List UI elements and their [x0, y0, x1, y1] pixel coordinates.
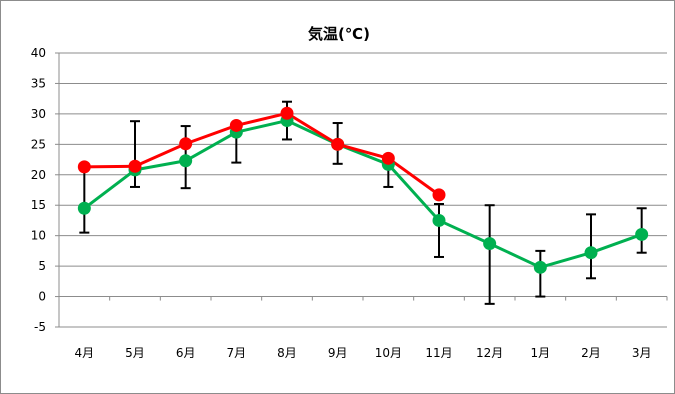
x-tick-label: 9月: [328, 346, 348, 360]
x-tick-label: 11月: [425, 346, 452, 360]
x-tick-labels: 4月 5月 6月 7月 8月 9月 10月 11月 12月 1月 2月 3月: [75, 346, 652, 360]
chart-title: 気温(℃): [308, 25, 370, 43]
series-line-1: [83, 119, 643, 269]
error-bar: [130, 120, 140, 188]
x-tick-label: 6月: [176, 346, 196, 360]
data-point-1: [584, 246, 598, 260]
error-bar: [434, 203, 444, 258]
error-bar: [484, 204, 495, 305]
x-tick-label: 3月: [632, 346, 652, 360]
data-point-2: [432, 188, 446, 202]
series-line-2: [84, 111, 440, 197]
y-tick-label: 30: [31, 107, 46, 121]
y-tick-label: 5: [38, 259, 46, 273]
data-point-1: [483, 237, 497, 251]
data-point-2: [128, 159, 142, 173]
axes: [55, 52, 668, 328]
y-tick-label: 25: [31, 137, 46, 151]
x-tick-label: 2月: [581, 346, 601, 360]
data-point-1: [635, 227, 649, 241]
data-point-2: [381, 151, 395, 165]
x-tick-label: 1月: [531, 346, 551, 360]
data-point-2: [77, 160, 91, 174]
gridlines: [59, 52, 667, 328]
error-bars: [79, 100, 647, 305]
data-point-1: [179, 154, 193, 168]
y-tick-label: 15: [31, 198, 46, 212]
data-point-1: [432, 213, 446, 227]
x-tick-label: 8月: [277, 346, 297, 360]
y-tick-label: 0: [38, 290, 46, 304]
data-point-2: [331, 137, 345, 151]
x-tick-label: 4月: [75, 346, 95, 360]
x-tick-label: 12月: [476, 346, 503, 360]
data-point-2: [280, 106, 294, 120]
x-tick-label: 7月: [227, 346, 247, 360]
y-tick-label: 40: [31, 46, 46, 60]
y-tick-label: 20: [31, 168, 46, 182]
error-bar: [79, 166, 90, 234]
data-point-2: [179, 137, 193, 151]
data-point-1: [533, 260, 547, 274]
x-tick-label: 10月: [375, 346, 402, 360]
series-lines: [83, 111, 643, 269]
x-tick-label: 5月: [125, 346, 145, 360]
data-point-1: [77, 201, 91, 215]
data-point-2: [229, 118, 243, 132]
y-tick-label: 35: [31, 76, 46, 90]
y-tick-label: 10: [31, 229, 46, 243]
y-tick-label: -5: [34, 320, 46, 334]
y-tick-labels: -5 0 5 10 15 20 25 30 35 40: [31, 46, 46, 334]
series-points: [77, 106, 649, 274]
